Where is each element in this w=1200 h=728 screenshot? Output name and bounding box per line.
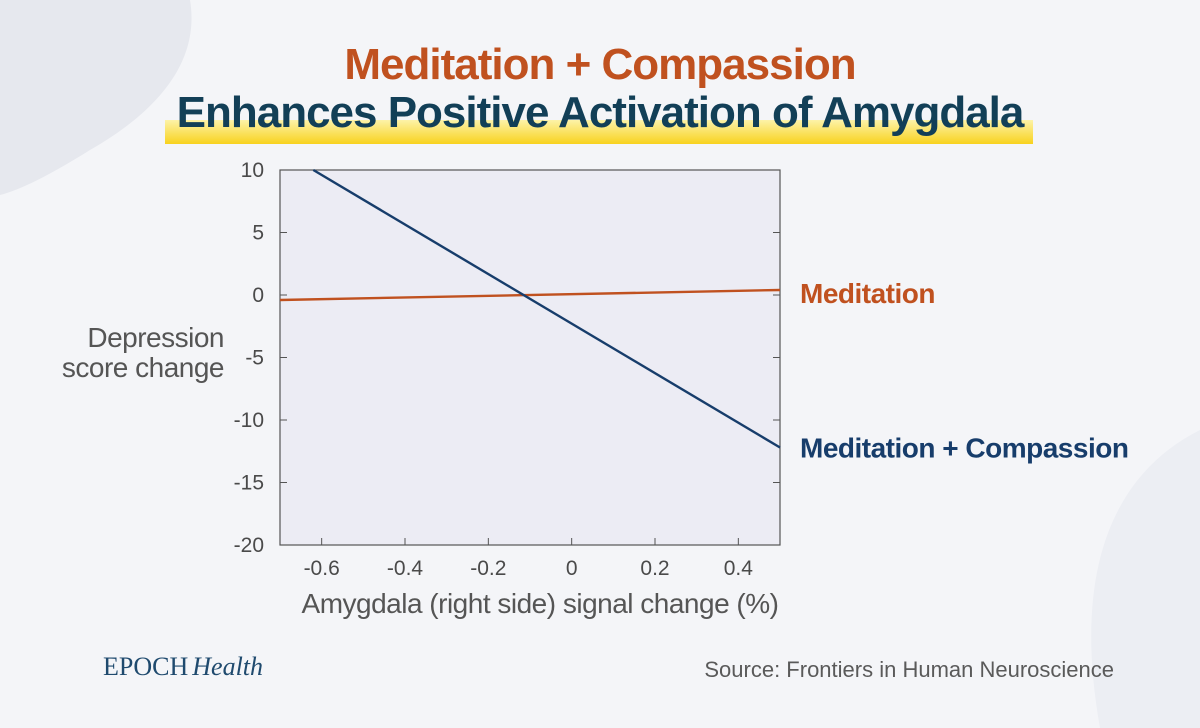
series-label-meditation-compassion: Meditation + Compassion [800,433,1128,464]
x-tick-label: 0.2 [640,557,669,580]
y-tick-label: -5 [245,347,264,370]
y-tick-label: 10 [241,159,264,182]
x-tick-label: -0.4 [387,557,424,580]
series-label-meditation: Meditation [800,278,935,309]
axis-layer: 10 5 0 -5 -10 -15 -20 -0.6 -0.4 -0.2 0 0.2 0.4 [234,159,780,580]
y-tick-label: 5 [252,222,264,245]
series-line-meditation [279,288,781,302]
title-line-2: Enhances Positive Activation of Amygdala [176,88,1025,137]
x-tick-label: 0.4 [724,557,754,580]
title-line-1: Meditation + Compassion [344,40,856,89]
epoch-health-logo: EPOCH Health [103,652,263,682]
series-layer [279,168,781,449]
y-tick-label: -15 [234,472,264,495]
logo-epoch-text: EPOCH [103,652,189,681]
x-tick-label: -0.6 [304,557,340,580]
x-tick-label: 0 [566,557,578,580]
y-tick-label: 0 [252,284,264,307]
source-credit: Source: Frontiers in Human Neuroscience [704,657,1114,682]
y-tick-label: -20 [234,534,264,557]
series-line-meditation-compassion [312,168,781,449]
y-axis-label-line: Depression [87,322,224,353]
plot-area [279,169,781,546]
corner-blob-bottom-right [1091,430,1200,728]
label-layer: Amygdala (right side) signal change (%) D… [62,278,1129,619]
x-axis-label: Amygdala (right side) signal change (%) [302,588,779,619]
y-tick-label: -10 [234,409,264,432]
y-axis-label-line: score change [62,352,224,383]
corner-blob-top-left [0,0,192,195]
title-highlight-bar [165,120,1033,144]
logo-health-text: Health [192,652,264,681]
x-tick-label: -0.2 [470,557,506,580]
